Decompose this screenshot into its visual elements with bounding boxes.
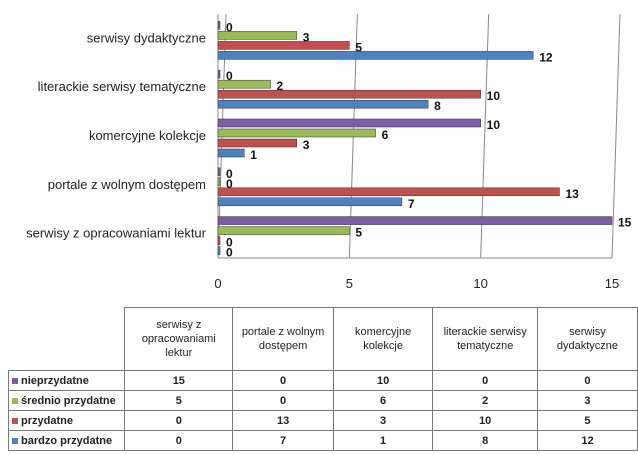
data-table-cell: 6	[332, 390, 434, 411]
bar	[217, 118, 481, 128]
data-label: 0	[226, 236, 233, 250]
bar	[217, 79, 271, 89]
data-label: 10	[487, 89, 501, 103]
data-table-cell: 2	[432, 390, 538, 411]
data-label: 3	[303, 30, 310, 44]
data-table-header: serwisy z opracowaniami lektur	[124, 307, 234, 371]
data-label: 0	[226, 69, 233, 83]
data-table-row: średnio przydatne 5 0 6 2 3	[7, 390, 638, 411]
data-table-header: portale z wolnym dostępem	[232, 307, 334, 371]
gridline	[611, 13, 621, 259]
legend-entry: średnio przydatne	[7, 390, 126, 411]
x-tick-label: 10	[473, 276, 487, 291]
category-label: serwisy z opracowaniami lektur	[26, 226, 207, 241]
legend-entry: nieprzydatne	[7, 370, 126, 391]
data-label: 0	[226, 246, 233, 260]
bar	[217, 226, 350, 235]
data-label: 7	[408, 197, 415, 211]
data-table-cell: 0	[232, 370, 334, 391]
bar	[217, 246, 221, 255]
data-table-cell: 1	[332, 430, 434, 451]
category-label: serwisy dydaktyczne	[87, 30, 206, 45]
legend-label: przydatne	[21, 414, 73, 427]
data-table-header: serwisy dydaktyczne	[536, 307, 638, 371]
category-label: komercyjne kolekcje	[89, 128, 206, 143]
data-table-cell: 5	[124, 390, 234, 411]
data-label: 12	[539, 50, 553, 64]
data-table-cell: 10	[332, 370, 434, 391]
data-table-cell: 0	[432, 370, 538, 391]
legend-label: średnio przydatne	[21, 394, 116, 407]
legend-key	[12, 437, 18, 444]
legend-key	[12, 377, 18, 384]
data-table-header-row: serwisy z opracowaniami lektur portale z…	[9, 307, 638, 371]
data-table-corner	[9, 308, 125, 371]
data-label: 0	[226, 167, 233, 181]
bar	[217, 89, 481, 99]
legend-label: nieprzydatne	[21, 374, 89, 387]
data-label: 3	[303, 138, 310, 152]
legend-key	[12, 397, 18, 404]
bar	[217, 216, 613, 225]
bar	[217, 41, 350, 50]
bar	[217, 197, 403, 207]
category-label: literackie serwisy tematyczne	[38, 79, 206, 94]
data-table-cell: 5	[536, 410, 638, 431]
data-table-cell: 0	[232, 390, 334, 411]
bar	[217, 167, 221, 177]
x-tick-label: 5	[346, 276, 353, 291]
data-table-cell: 0	[124, 410, 234, 431]
data-label: 0	[226, 20, 233, 34]
bar	[217, 31, 298, 40]
data-table-cell: 7	[232, 430, 334, 451]
bar	[217, 99, 429, 109]
data-label: 6	[382, 128, 389, 142]
data-table-header: komercyjne kolekcje	[332, 307, 434, 371]
data-label: 5	[355, 40, 362, 54]
bar	[217, 187, 560, 197]
bar	[217, 21, 221, 30]
data-table-row: nieprzydatne 15 0 10 0 0	[7, 370, 638, 391]
data-table-cell: 12	[536, 430, 638, 451]
data-table-row: przydatne 0 13 3 10 5	[7, 410, 638, 431]
legend-key	[12, 417, 18, 424]
category-label: portale z wolnym dostępem	[48, 177, 206, 192]
data-label: 5	[355, 226, 362, 240]
bar	[217, 138, 298, 148]
data-table-cell: 13	[232, 410, 334, 431]
x-tick-label: 15	[605, 276, 619, 291]
data-label: 0	[226, 177, 233, 191]
data-table-header: literackie serwisy tematyczne	[432, 307, 538, 371]
x-tick-label: 0	[214, 276, 221, 291]
data-table-cell: 3	[536, 390, 638, 411]
data-label: 1	[250, 148, 257, 162]
legend-entry: bardzo przydatne	[7, 430, 126, 451]
bar	[217, 148, 245, 158]
bar	[217, 177, 221, 187]
data-table-cell: 8	[432, 430, 538, 451]
data-table-cell: 10	[432, 410, 538, 431]
data-label: 13	[565, 187, 579, 201]
data-table-cell: 15	[124, 370, 234, 391]
data-label: 15	[618, 216, 632, 230]
data-table: serwisy z opracowaniami lektur portale z…	[7, 307, 638, 451]
bar	[217, 51, 534, 60]
data-table-cell: 3	[332, 410, 434, 431]
data-label: 8	[434, 99, 441, 113]
legend-entry: przydatne	[7, 410, 126, 431]
data-table-row: bardzo przydatne 0 7 1 8 12	[7, 430, 638, 451]
bar	[217, 128, 376, 138]
legend-label: bardzo przydatne	[21, 434, 113, 447]
data-table-cell: 0	[536, 370, 638, 391]
bar	[217, 69, 221, 79]
bar	[217, 236, 221, 245]
data-label: 10	[487, 118, 501, 132]
data-label: 2	[277, 79, 284, 93]
data-table-cell: 0	[124, 430, 234, 451]
